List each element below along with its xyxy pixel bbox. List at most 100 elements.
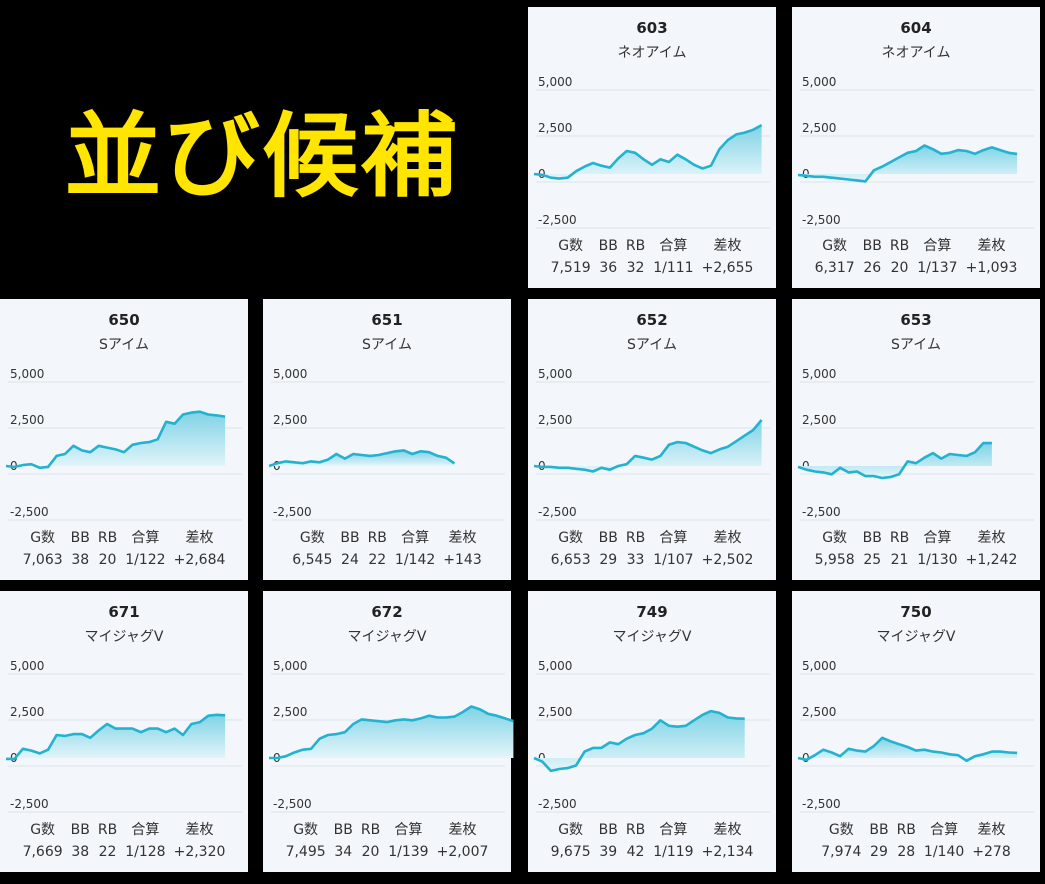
stat-value: 1/122 (125, 552, 166, 568)
stat-header: 合算 (659, 822, 688, 838)
stat-value: 6,545 (292, 552, 333, 568)
stat-column: BB 39 (599, 819, 618, 869)
machine-model: Sアイム (362, 337, 412, 353)
stats-table: G数 6,653 BB 29 RB 33 合算 1/107 差枚 +2,502 (528, 527, 776, 577)
stat-column: G数 7,669 (23, 819, 63, 869)
machine-number: 672 (371, 603, 403, 621)
stat-header: G数 (30, 822, 56, 838)
stat-column: 合算 1/142 (395, 527, 435, 577)
stat-value: 1/119 (653, 844, 694, 860)
series-line (797, 441, 992, 480)
stat-value: +278 (972, 844, 1011, 860)
stat-header: G数 (293, 822, 319, 838)
stat-header: 合算 (659, 238, 688, 254)
stat-value: 7,519 (550, 260, 591, 276)
stat-column: RB 28 (897, 819, 916, 869)
stat-value: 42 (626, 844, 645, 860)
stat-column: BB 24 (340, 527, 359, 577)
stat-column: 合算 1/128 (125, 819, 165, 869)
stat-header: BB (862, 530, 882, 546)
machine-number: 604 (900, 19, 932, 37)
stat-column: RB 20 (98, 527, 117, 577)
y-tick-label: 2,500 (538, 413, 572, 427)
stats-table: G数 7,974 BB 29 RB 28 合算 1/140 差枚 +278 (792, 819, 1040, 869)
machine-card: 603ネオアイム5,0002,5000-2,500G数7,519BB36RB32… (528, 7, 776, 288)
stat-column: BB 25 (863, 527, 882, 577)
stat-value: 6,317 (814, 260, 855, 276)
area-fill (6, 411, 226, 468)
y-tick-label: -2,500 (10, 797, 49, 811)
stat-column: 差枚 +1,093 (966, 235, 1018, 285)
stat-header: RB (97, 822, 118, 838)
machine-model: マイジャグV (347, 629, 427, 645)
stat-column: 合算 1/107 (653, 527, 693, 577)
stat-header: BB (598, 238, 618, 254)
stat-column: 合算 1/119 (653, 819, 693, 869)
stat-header: RB (889, 238, 910, 254)
stat-value: 39 (599, 844, 618, 860)
stat-value: 5,958 (814, 552, 855, 568)
y-tick-label: 5,000 (273, 367, 307, 381)
stat-value: 22 (98, 844, 117, 860)
stat-value: 1/142 (394, 552, 436, 568)
area-fill (798, 145, 1018, 182)
stat-header: G数 (822, 238, 848, 254)
stat-header: BB (70, 822, 90, 838)
stat-value: 33 (626, 552, 645, 568)
machine-card: 750マイジャグV5,0002,5000-2,500G数7,974BB29RB2… (792, 591, 1040, 872)
stat-header: G数 (822, 530, 848, 546)
stat-header: 差枚 (448, 822, 477, 838)
stat-column: 差枚 +2,502 (702, 527, 754, 577)
stat-value: 1/139 (388, 844, 429, 860)
y-tick-label: -2,500 (538, 213, 577, 227)
stat-column: G数 7,974 (821, 819, 861, 869)
y-tick-label: 5,000 (538, 659, 572, 673)
stat-column: BB 29 (869, 819, 888, 869)
stat-header: 合算 (923, 238, 952, 254)
machine-number: 750 (900, 603, 932, 621)
stat-header: 合算 (923, 530, 952, 546)
stat-value: +1,093 (965, 260, 1018, 276)
stat-header: 合算 (394, 822, 423, 838)
machine-number: 650 (108, 311, 140, 329)
machine-model: マイジャグV (84, 629, 164, 645)
machine-card: 749マイジャグV5,0002,5000-2,500G数9,675BB39RB4… (528, 591, 776, 872)
y-tick-label: 2,500 (273, 705, 307, 719)
machine-number: 671 (108, 603, 140, 621)
stat-column: RB 21 (890, 527, 909, 577)
y-tick-label: 5,000 (10, 659, 44, 673)
stat-column: 差枚 +2,684 (174, 527, 226, 577)
stat-value: 24 (341, 552, 359, 568)
y-tick-label: 5,000 (538, 75, 572, 89)
y-tick-label: -2,500 (273, 797, 312, 811)
stat-value: 20 (890, 260, 909, 276)
stat-header: G数 (558, 238, 584, 254)
stats-table: G数 9,675 BB 39 RB 42 合算 1/119 差枚 +2,134 (528, 819, 776, 869)
stat-header: 差枚 (713, 530, 742, 546)
stat-value: 38 (71, 844, 90, 860)
machine-model: ネオアイム (881, 45, 951, 61)
series-line (533, 709, 745, 773)
machine-number: 652 (636, 311, 668, 329)
stat-header: 合算 (659, 530, 688, 546)
machine-card: 650Sアイム5,0002,5000-2,500G数7,063BB38RB20合… (0, 299, 248, 580)
stat-column: RB 42 (626, 819, 645, 869)
stat-column: RB 32 (626, 235, 645, 285)
stat-value: 1/128 (125, 844, 166, 860)
stat-value: +2,320 (173, 844, 226, 860)
stat-value: 7,974 (821, 844, 862, 860)
y-tick-label: -2,500 (802, 213, 841, 227)
stat-value: 1/111 (653, 260, 694, 276)
machine-model: マイジャグV (612, 629, 692, 645)
series-line (797, 144, 1018, 183)
stat-header: RB (896, 822, 916, 838)
stats-table: G数 7,669 BB 38 RB 22 合算 1/128 差枚 +2,320 (0, 819, 248, 869)
stat-column: RB 22 (98, 819, 117, 869)
series-line (268, 449, 456, 468)
stat-column: BB 38 (71, 819, 90, 869)
